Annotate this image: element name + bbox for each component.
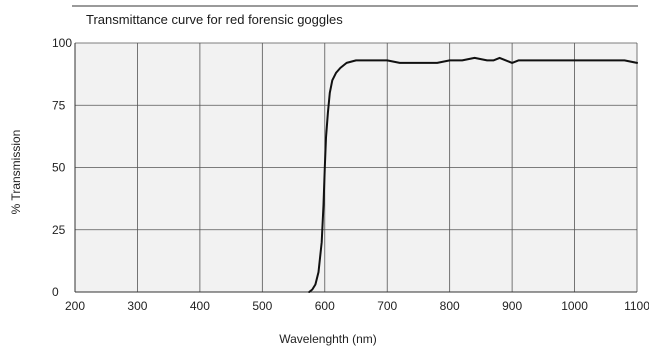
x-tick-label: 700	[377, 299, 397, 313]
x-tick-label: 900	[502, 299, 522, 313]
y-tick-label: 0	[52, 285, 59, 299]
x-tick-label: 400	[190, 299, 210, 313]
x-tick-label: 500	[252, 299, 272, 313]
x-tick-label: 300	[127, 299, 147, 313]
y-axis-label: % Transmission	[9, 129, 23, 215]
y-tick-label: 25	[52, 223, 66, 237]
x-tick-label: 200	[65, 299, 85, 313]
series-line	[308, 56, 638, 293]
y-tick-label: 50	[52, 161, 66, 175]
x-tick-label: 600	[315, 299, 335, 313]
x-tick-label: 1000	[561, 299, 588, 313]
x-tick-label: 800	[440, 299, 460, 313]
chart-title: Transmittance curve for red forensic gog…	[86, 12, 343, 27]
title-rule	[72, 5, 638, 7]
x-tick-label: 1100	[624, 299, 649, 313]
y-tick-label: 100	[52, 36, 72, 50]
y-tick-label: 75	[52, 98, 66, 112]
x-axis-label: Wavelenghth (nm)	[279, 332, 377, 346]
